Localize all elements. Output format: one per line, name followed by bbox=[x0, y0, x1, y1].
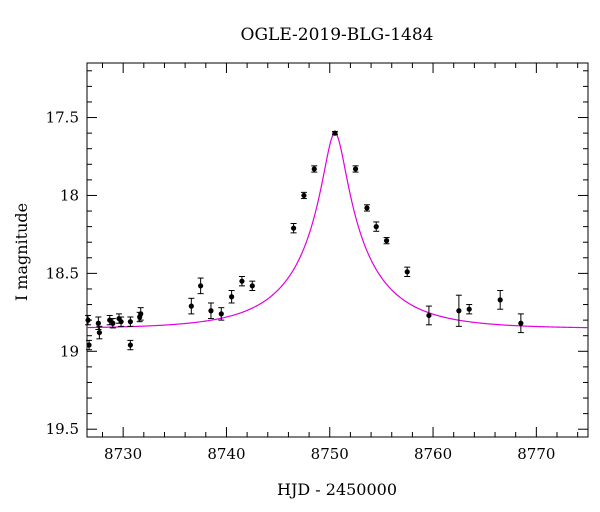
data-point bbox=[138, 311, 144, 317]
data-point bbox=[456, 308, 462, 314]
data-point bbox=[198, 283, 204, 289]
data-point bbox=[127, 319, 133, 325]
data-point bbox=[188, 303, 194, 309]
data-point bbox=[85, 317, 91, 323]
x-tick-label: 8740 bbox=[207, 445, 245, 463]
data-point bbox=[239, 278, 245, 284]
data-point bbox=[311, 166, 317, 172]
y-tick-label: 18 bbox=[60, 186, 79, 204]
data-point bbox=[249, 283, 255, 289]
data-point bbox=[383, 238, 390, 244]
y-tick-label: 18.5 bbox=[46, 264, 79, 282]
x-tick-label: 8770 bbox=[517, 445, 555, 463]
x-axis-label: HJD - 2450000 bbox=[277, 480, 397, 499]
data-point bbox=[364, 205, 370, 211]
plot-frame bbox=[86, 62, 589, 438]
data-point bbox=[426, 312, 432, 319]
data-point bbox=[332, 130, 338, 136]
data-point bbox=[352, 166, 359, 172]
data-point bbox=[86, 342, 92, 348]
y-tick-label: 17.5 bbox=[46, 109, 79, 127]
data-point bbox=[229, 294, 235, 300]
data-point bbox=[466, 306, 472, 312]
data-point bbox=[301, 192, 307, 199]
model-curve bbox=[86, 132, 589, 329]
data-point bbox=[518, 320, 524, 326]
data-point bbox=[404, 269, 410, 275]
data-point bbox=[208, 308, 214, 314]
chart-title: OGLE-2019-BLG-1484 bbox=[241, 25, 434, 45]
y-axis-label: I magnitude bbox=[12, 203, 31, 301]
x-tick-label: 8750 bbox=[311, 445, 349, 463]
data-point bbox=[95, 320, 101, 326]
data-point bbox=[118, 319, 124, 325]
data-point bbox=[110, 320, 116, 326]
data-point bbox=[290, 225, 297, 231]
y-tick-label: 19.5 bbox=[46, 420, 79, 438]
data-point bbox=[497, 297, 503, 303]
data-point bbox=[96, 329, 102, 336]
x-tick-label: 8730 bbox=[104, 445, 142, 463]
data-point bbox=[218, 311, 224, 317]
data-point bbox=[373, 224, 379, 230]
x-tick-label: 8760 bbox=[414, 445, 452, 463]
y-tick-label: 19 bbox=[60, 342, 79, 360]
data-point bbox=[127, 342, 133, 348]
